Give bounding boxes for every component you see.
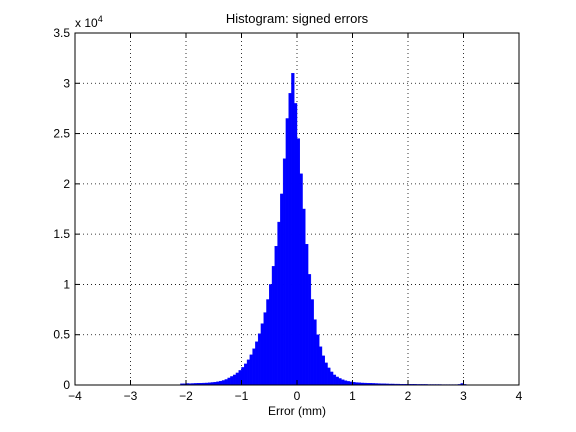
histogram-bar [288, 93, 292, 386]
histogram-bar [307, 274, 312, 386]
x-tick-label: −4 [68, 389, 82, 403]
histogram-bar [299, 173, 303, 386]
histogram-bar [338, 378, 342, 386]
histogram-bar [263, 312, 267, 386]
histogram-bar [321, 355, 325, 386]
y-tick-label: 0 [63, 378, 70, 392]
histogram-bar [327, 367, 331, 386]
histogram-bar [341, 379, 345, 386]
x-tick-label: 4 [516, 389, 523, 403]
histogram-bar [296, 138, 300, 386]
histogram-bar [232, 374, 237, 386]
x-tick-labels: −4 −3 −2 −1 0 1 2 3 4 [68, 389, 523, 403]
y-tick-label: 1 [63, 277, 70, 291]
y-tick-label: 3.5 [53, 26, 70, 40]
histogram-bar [305, 243, 309, 386]
histogram-bar [235, 372, 239, 386]
histogram-bar [219, 380, 223, 386]
y-exponent-prefix: x 10 [75, 16, 98, 30]
histogram-bar [269, 284, 273, 386]
histogram-bar [294, 103, 298, 386]
axis-ticks [74, 32, 520, 386]
y-tick-label: 3 [63, 76, 70, 90]
x-tick-label: −2 [179, 389, 193, 403]
y-tick-label: 1.5 [53, 227, 70, 241]
histogram-bar [291, 73, 295, 386]
histogram-bar [324, 362, 328, 386]
histogram-bar [246, 359, 251, 386]
histogram-bar [346, 381, 350, 386]
histogram-bar [343, 380, 348, 386]
histogram-bar [271, 266, 275, 386]
histogram-bar [330, 371, 334, 386]
histogram-bar [257, 333, 262, 386]
x-axis-label: Error (mm) [268, 404, 326, 418]
x-tick-label: 3 [460, 389, 467, 403]
histogram-bar [335, 376, 339, 386]
y-tick-label: 0.5 [53, 328, 70, 342]
histogram-bar [227, 377, 231, 386]
y-tick-labels: 0 0.5 1 1.5 2 2.5 3 3.5 [53, 26, 70, 392]
histogram-bar [313, 319, 317, 386]
histogram-bar [230, 376, 234, 386]
histogram-bar [282, 158, 287, 386]
histogram-bar [316, 334, 320, 386]
histogram-bar [260, 323, 264, 386]
histogram-bar [319, 346, 323, 386]
histogram-bar [310, 299, 314, 386]
x-tick-label: 0 [294, 389, 301, 403]
x-tick-label: −3 [124, 389, 138, 403]
x-tick-label: 1 [349, 389, 356, 403]
histogram-bar [249, 354, 253, 386]
histogram-bar [302, 208, 306, 386]
histogram-bar [332, 374, 337, 386]
histogram-bar [280, 193, 284, 386]
histogram-bar [255, 341, 259, 386]
histogram-bar [285, 118, 289, 386]
y-tick-label: 2.5 [53, 127, 70, 141]
y-exponent-power: 4 [98, 14, 103, 24]
histogram-bar [252, 348, 256, 386]
histogram-bar [274, 246, 278, 386]
x-tick-label: 2 [405, 389, 412, 403]
x-tick-label: −1 [235, 389, 249, 403]
y-tick-label: 2 [63, 177, 70, 191]
histogram-bar [244, 363, 248, 386]
histogram-bar [221, 380, 226, 386]
y-axis-exponent: x 104 [75, 14, 103, 30]
histogram-bars [180, 73, 470, 386]
histogram-bar [277, 221, 281, 386]
histogram-bar [266, 299, 270, 386]
histogram-bar [224, 379, 228, 386]
chart-title: Histogram: signed errors [226, 11, 369, 26]
